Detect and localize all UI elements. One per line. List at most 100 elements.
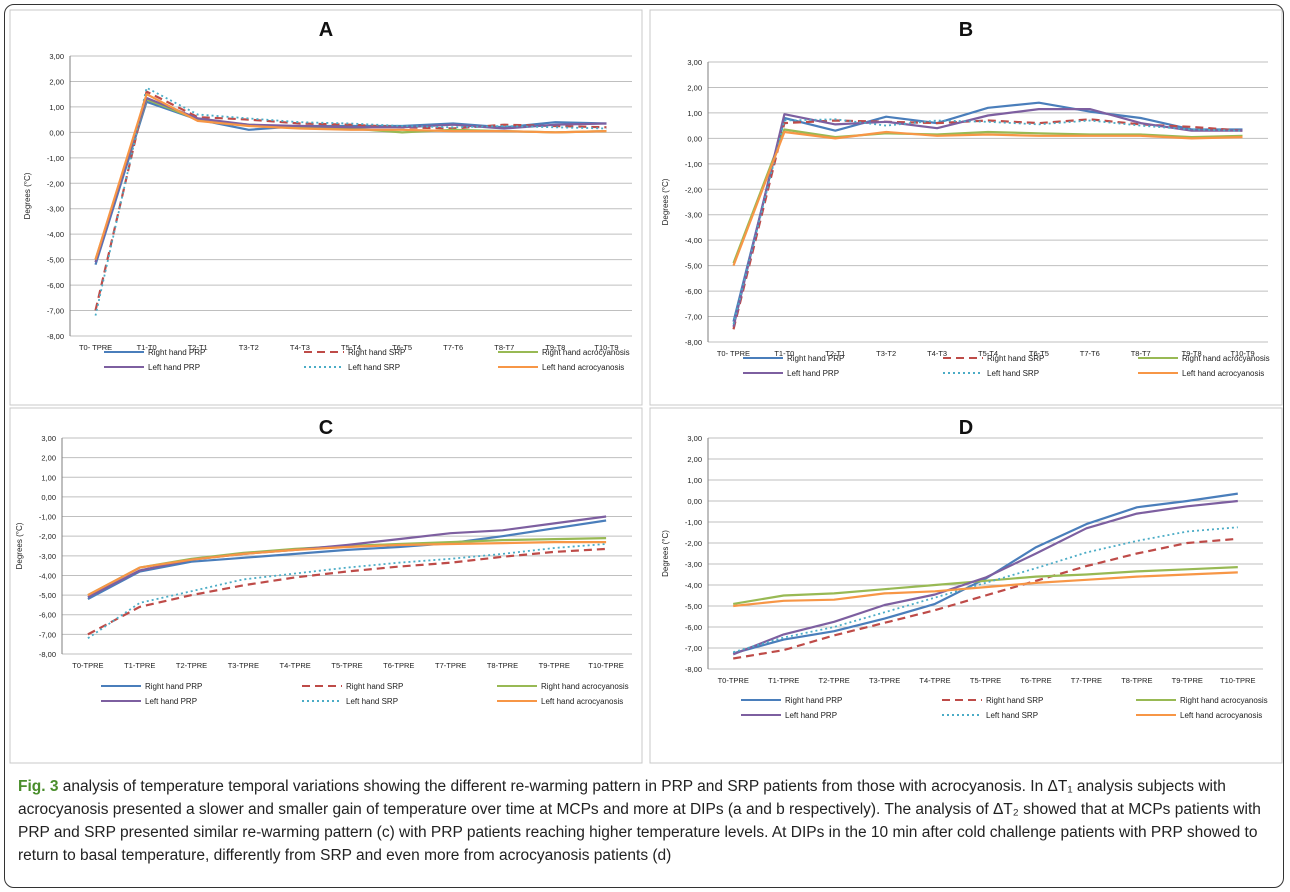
y-tick-label: -4,00: [39, 571, 56, 580]
y-tick-label: -5,00: [47, 256, 64, 265]
legend-label: Right hand PRP: [145, 682, 202, 691]
x-tick-label: T6-TPRE: [1020, 676, 1051, 685]
caption-text: analysis of temperature temporal variati…: [18, 778, 1261, 864]
y-tick-label: 3,00: [41, 434, 56, 443]
series-line-right-hand-acrocyanosis: [732, 128, 1243, 264]
y-axis-label: Degrees (°C): [15, 522, 24, 569]
x-tick-label: T9-T8: [1182, 349, 1202, 358]
y-tick-label: -2,00: [685, 539, 702, 548]
series-line-right-hand-acrocyanosis: [94, 98, 607, 260]
x-tick-label: T3-T2: [239, 343, 259, 352]
series-line-right-hand-prp: [732, 492, 1238, 655]
y-tick-label: -3,00: [685, 560, 702, 569]
x-tick-label: T7-TPRE: [435, 661, 466, 670]
y-tick-label: -5,00: [685, 602, 702, 611]
y-tick-label: -3,00: [685, 211, 702, 220]
x-tick-label: T6-T5: [392, 343, 412, 352]
y-tick-label: -2,00: [39, 532, 56, 541]
legend-label: Right hand PRP: [785, 696, 842, 705]
x-tick-label: T6-T5: [1029, 349, 1049, 358]
legend-label: Left hand acrocyanosis: [542, 363, 624, 372]
y-tick-label: 1,00: [687, 109, 702, 118]
y-tick-label: 3,00: [49, 52, 64, 61]
x-tick-label: T3-TPRE: [869, 676, 900, 685]
x-tick-label: T1-TPRE: [768, 676, 799, 685]
x-tick-label: T2-TPRE: [176, 661, 207, 670]
x-tick-label: T7-TPRE: [1071, 676, 1102, 685]
chart-panel-b: B 3,00 2,00 1,00 0,00 -1,00 -2,00 -3,00 -4,00 -5,…: [649, 9, 1283, 406]
legend-label: Right hand PRP: [787, 354, 844, 363]
x-tick-label: T5-T4: [978, 349, 998, 358]
y-tick-label: -8,00: [685, 665, 702, 674]
x-tick-label: T3-T2: [876, 349, 896, 358]
legend-label: Left hand SRP: [348, 363, 400, 372]
chart-panel-c: C 3,00 2,00 1,00 0,00 -1,00 -2,00 -3,00 -4,00 -5,…: [9, 407, 643, 764]
series-line-left-hand-prp: [732, 499, 1238, 656]
series-line-right-hand-prp: [87, 519, 607, 600]
chart-border: [649, 407, 1283, 764]
legend-label: Right hand acrocyanosis: [542, 348, 630, 357]
chart-border: [9, 407, 643, 764]
figure-caption: Fig. 3 analysis of temperature temporal …: [18, 775, 1273, 867]
x-tick-label: T4-TPRE: [919, 676, 950, 685]
x-tick-label: T9-TPRE: [539, 661, 570, 670]
figure-frame: [4, 4, 1284, 888]
y-tick-label: -4,00: [685, 581, 702, 590]
legend-label: Left hand acrocyanosis: [1182, 369, 1264, 378]
y-tick-label: -6,00: [39, 611, 56, 620]
y-tick-label: 0,00: [41, 493, 56, 502]
y-tick-label: 3,00: [687, 58, 702, 67]
y-axis-label: Degrees (°C): [661, 530, 670, 577]
chart-title: A: [319, 19, 333, 41]
x-tick-label: T5-T4: [341, 343, 361, 352]
y-tick-label: -8,00: [685, 338, 702, 347]
x-tick-label: T0- TPRE: [79, 343, 112, 352]
legend-label: Right hand acrocyanosis: [541, 682, 629, 691]
y-tick-label: -5,00: [39, 591, 56, 600]
x-tick-label: T9-TPRE: [1172, 676, 1203, 685]
legend-label: Right hand SRP: [986, 696, 1043, 705]
y-tick-label: -8,00: [47, 332, 64, 341]
caption-lead: Fig. 3: [18, 778, 59, 795]
y-tick-label: -1,00: [47, 154, 64, 163]
y-tick-label: -5,00: [685, 262, 702, 271]
legend-label: Left hand PRP: [145, 697, 197, 706]
legend-label: Left hand SRP: [986, 711, 1038, 720]
series-line-left-hand-srp: [732, 118, 1243, 325]
y-tick-label: -7,00: [39, 630, 56, 639]
x-tick-label: T2-T1: [188, 343, 208, 352]
x-tick-label: T2-T1: [825, 349, 845, 358]
chart-panel-a: A 3,00 2,00 1,00 0,00 -1,00 -2,00 -3,00 -4,00 -5,…: [9, 9, 643, 406]
y-tick-label: -3,00: [39, 552, 56, 561]
y-tick-label: 2,00: [687, 83, 702, 92]
x-tick-label: T0-TPRE: [718, 676, 749, 685]
legend-label: Right hand SRP: [346, 682, 403, 691]
y-axis-label: Degrees (°C): [661, 178, 670, 225]
y-tick-label: 1,00: [41, 473, 56, 482]
y-tick-label: -8,00: [39, 650, 56, 659]
x-tick-label: T10-T9: [1230, 349, 1254, 358]
x-tick-label: T0- TPRE: [717, 349, 750, 358]
y-tick-label: -7,00: [47, 307, 64, 316]
legend-label: Right hand PRP: [148, 348, 205, 357]
series-line-left-hand-srp: [732, 526, 1238, 654]
legend-label: Left hand PRP: [787, 369, 839, 378]
y-axis-label: Degrees (°C): [23, 172, 32, 219]
series-line-left-hand-acrocyanosis: [87, 540, 607, 597]
legend-label: Left hand PRP: [785, 711, 837, 720]
legend-label: Right hand SRP: [348, 348, 405, 357]
y-tick-label: 1,00: [687, 476, 702, 485]
figure-panels: A 3,00 2,00 1,00 0,00 -1,00 -2,00 -3,00 -4,00 -5,…: [9, 9, 1283, 764]
series-line-right-hand-srp: [87, 547, 607, 636]
x-tick-label: T4-T3: [290, 343, 310, 352]
x-tick-label: T6-TPRE: [383, 661, 414, 670]
y-tick-label: -7,00: [685, 644, 702, 653]
legend-label: Left hand acrocyanosis: [541, 697, 623, 706]
y-tick-label: -7,00: [685, 313, 702, 322]
series-line-left-hand-prp: [87, 515, 607, 599]
series-line-left-hand-srp: [94, 86, 607, 316]
y-tick-label: -6,00: [685, 287, 702, 296]
y-tick-label: -4,00: [685, 236, 702, 245]
x-tick-label: T8-TPRE: [487, 661, 518, 670]
x-tick-label: T5-TPRE: [970, 676, 1001, 685]
